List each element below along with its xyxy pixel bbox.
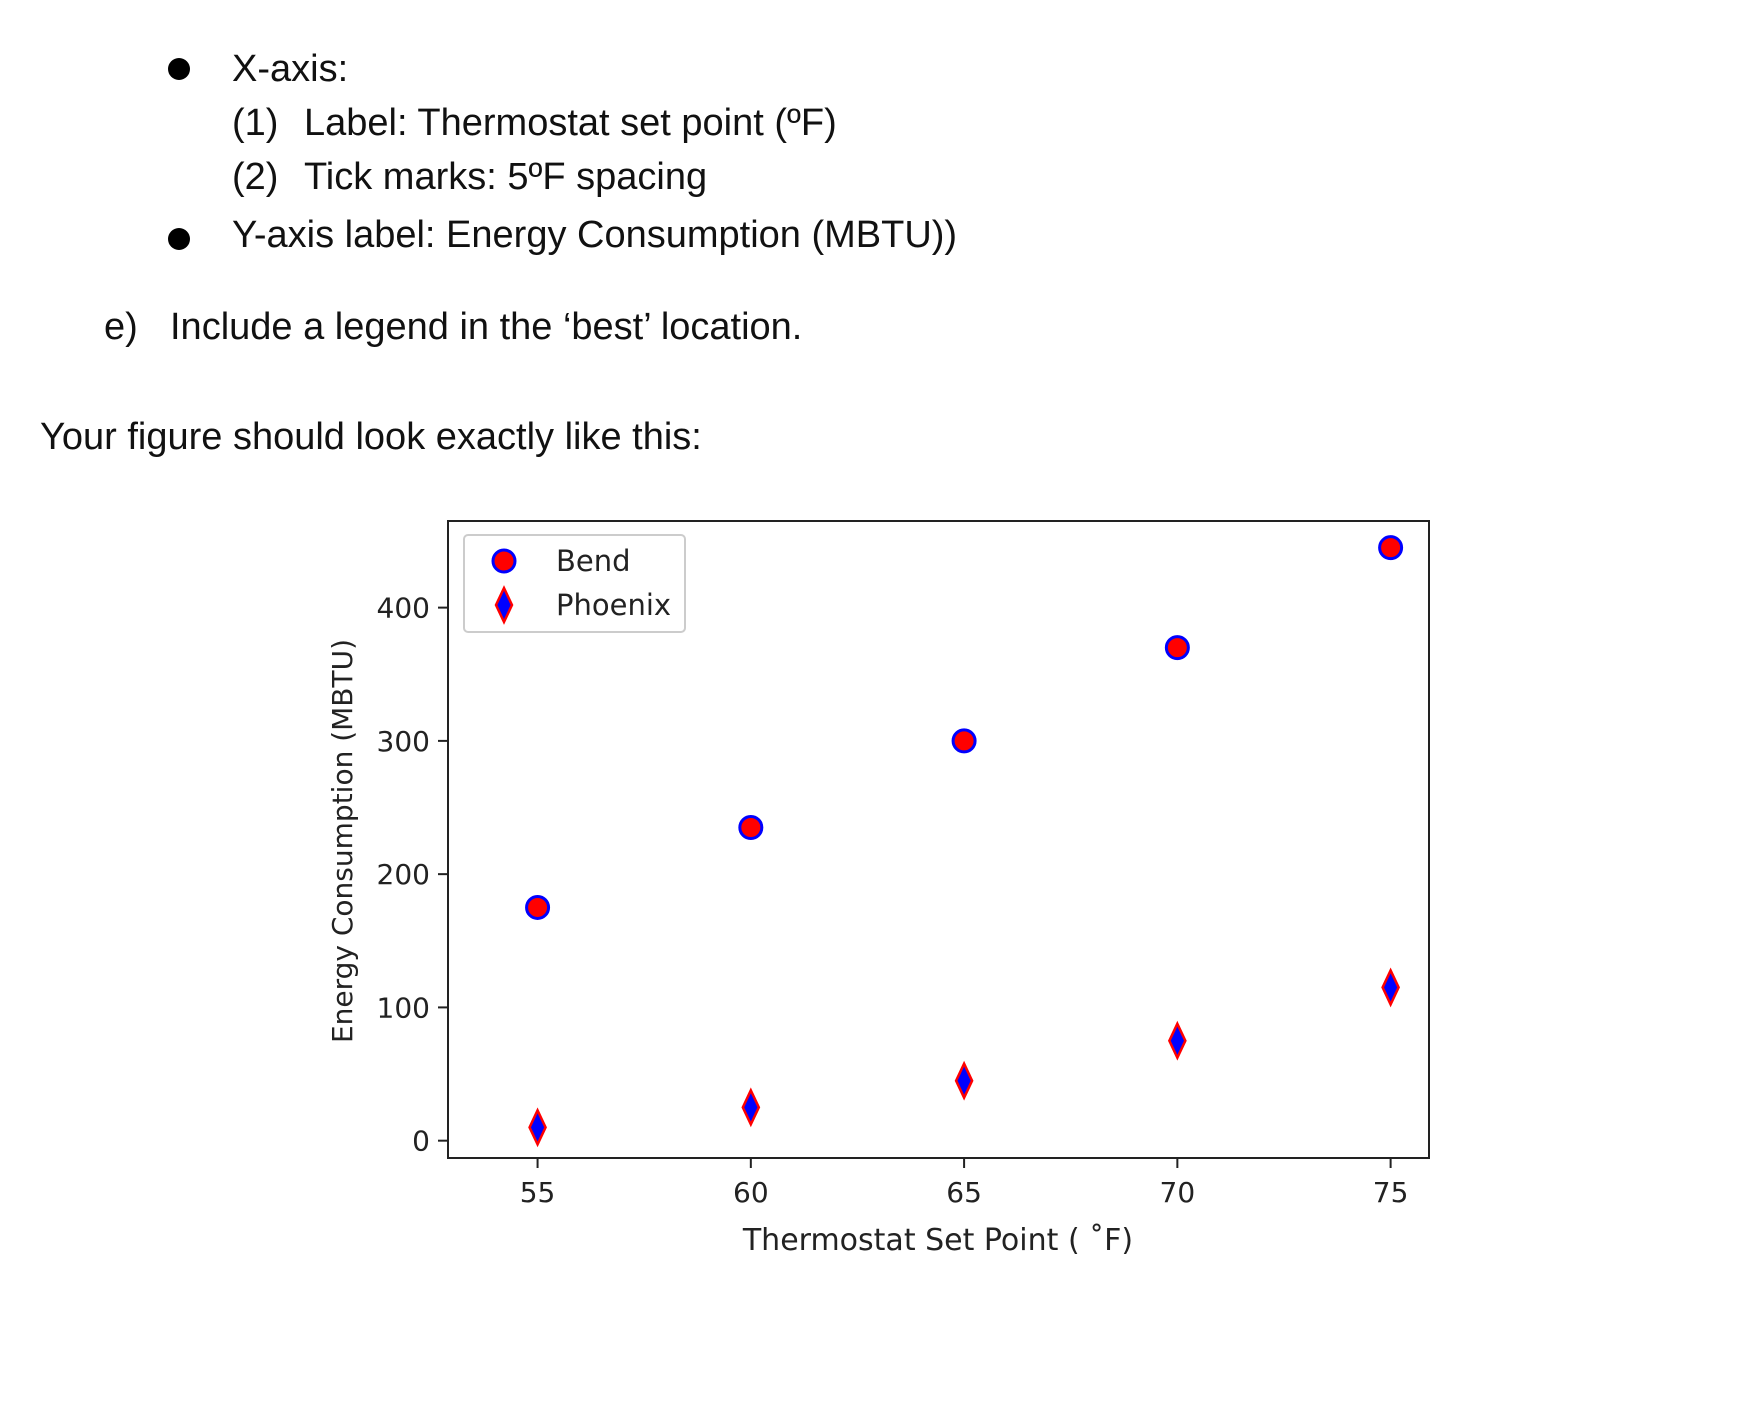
legend-label: Bend [556,544,631,578]
y-axis-label: Energy Consumption (MBTU) [326,639,359,1043]
y-tick-label: 300 [377,725,430,758]
bend-point [525,894,551,920]
x-tick-label: 65 [946,1176,982,1209]
legend: Bend Phoenix [463,534,686,633]
x-tick-label: 60 [733,1176,769,1209]
item-e-text: Include a legend in the ‘best’ location. [170,306,803,348]
legend-label: Phoenix [556,588,671,622]
figure-intro: Your figure should look exactly like thi… [40,416,702,458]
item-e-letter: e) [104,306,138,348]
x-tick-label: 70 [1160,1176,1196,1209]
bend-point [1164,635,1190,661]
phoenix-point [528,1107,547,1148]
x-tick-label: 55 [520,1176,556,1209]
phoenix-point [1381,967,1400,1008]
y-tick-label: 0 [412,1125,430,1158]
data-marks [525,535,1404,1148]
subitem-2-num: (2) [232,156,279,198]
phoenix-point [954,1060,974,1101]
x-tick-label: 75 [1373,1176,1409,1209]
y-ticks: 0 100 200 300 400 [377,592,448,1158]
subitem-2-text: Tick marks: 5ºF spacing [304,156,708,198]
item-e: e) Include a legend in the ‘best’ locatio… [104,304,802,350]
subitem-1-num: (1) [232,102,279,144]
bullet-dot [168,228,190,250]
bend-point [951,728,977,754]
bullet-yaxis-label: Y-axis label: Energy Consumption (MBTU)) [232,214,958,256]
bullet-dot [168,58,190,80]
phoenix-point [1167,1020,1187,1061]
subitem-1-text: Label: Thermostat set point (ºF) [304,102,837,144]
x-axis-label: Thermostat Set Point ( ˚F) [742,1223,1133,1258]
y-tick-label: 400 [377,592,430,625]
y-tick-label: 200 [377,858,430,891]
bend-point [1378,535,1404,561]
legend-marker-phoenix [494,585,514,625]
phoenix-point [741,1087,761,1128]
subitem-2: (2) Tick marks: 5ºF spacing [232,154,707,200]
bend-point [738,815,764,841]
legend-marker-bend [491,548,517,574]
legend-box [463,534,686,633]
y-tick-label: 100 [377,991,430,1024]
subitem-1: (1) Label: Thermostat set point (ºF) [232,100,837,146]
bullet-xaxis-label: X-axis: [232,48,349,90]
x-ticks: 55 60 65 70 75 [520,1158,1409,1209]
